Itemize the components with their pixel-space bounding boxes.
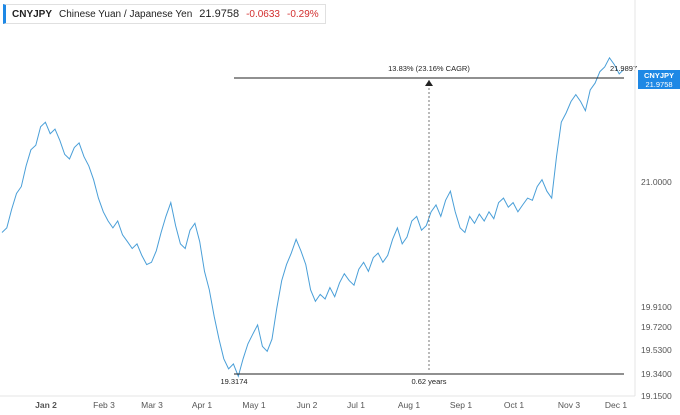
price-badge [638, 70, 680, 89]
x-tick-label: Jul 1 [347, 400, 365, 410]
price-line [1, 56, 625, 378]
low-value-label: 19.3174 [220, 377, 247, 386]
high-value-label: 21.9897 [610, 64, 637, 73]
price-change: -0.0633 [246, 8, 280, 20]
x-tick-label: Jun 2 [297, 400, 318, 410]
x-tick-label: Feb 3 [93, 400, 115, 410]
y-tick-label: 19.5300 [641, 345, 672, 355]
x-tick-label: Nov 3 [558, 400, 580, 410]
price-badge-symbol: CNYJPY [644, 71, 674, 80]
y-tick-label: 19.7200 [641, 322, 672, 332]
y-tick-label: 19.9100 [641, 302, 672, 312]
x-tick-label: Mar 3 [141, 400, 163, 410]
y-tick-label: 19.3400 [641, 369, 672, 379]
symbol-header[interactable]: CNYJPY Chinese Yuan / Japanese Yen 21.97… [3, 4, 326, 24]
x-tick-label: Aug 1 [398, 400, 420, 410]
measure-percent-label: 13.83% (23.16% CAGR) [388, 64, 470, 73]
price-badge-value: 21.9758 [645, 80, 672, 89]
y-tick-label: 19.1500 [641, 391, 672, 401]
x-tick-label: Apr 1 [192, 400, 213, 410]
x-tick-label: Sep 1 [450, 400, 472, 410]
x-tick-label: Jan 2 [35, 400, 57, 410]
y-tick-label: 21.0000 [641, 177, 672, 187]
x-tick-label: May 1 [242, 400, 265, 410]
duration-label: 0.62 years [411, 377, 446, 386]
symbol-name: Chinese Yuan / Japanese Yen [59, 8, 193, 20]
symbol-ticker: CNYJPY [12, 8, 53, 20]
x-tick-label: Oct 1 [504, 400, 525, 410]
price-change-percent: -0.29% [286, 8, 319, 20]
range-arrow-icon [425, 80, 433, 86]
last-price: 21.9758 [199, 8, 240, 20]
x-tick-label: Dec 1 [605, 400, 627, 410]
